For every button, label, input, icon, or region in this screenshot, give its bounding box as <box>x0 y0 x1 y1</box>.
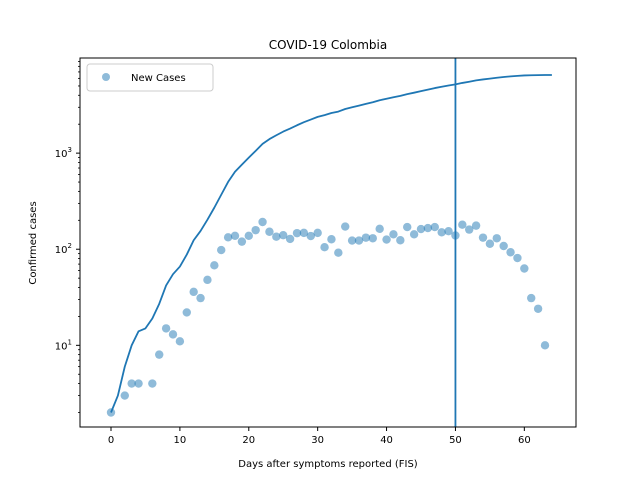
scatter-point <box>430 222 439 232</box>
scatter-point <box>237 237 247 246</box>
scatter-point <box>540 341 550 350</box>
plot-frame <box>79 57 577 428</box>
scatter-point <box>285 234 295 244</box>
scatter-point <box>533 304 543 313</box>
scatter-point <box>382 235 391 244</box>
scatter-point <box>458 220 467 229</box>
scatter-point <box>444 227 453 236</box>
scatter-point <box>361 233 371 242</box>
legend-box <box>86 63 214 92</box>
scatter-point <box>513 253 522 263</box>
scatter-point <box>175 337 185 346</box>
scatter-point <box>327 235 336 244</box>
scatter-point <box>134 379 143 388</box>
scatter-point <box>292 228 302 238</box>
chart-title: COVID-19 Colombia <box>269 38 387 52</box>
legend-marker-new-cases <box>102 73 110 81</box>
x-tick-label: 20 <box>242 435 255 446</box>
scatter-point <box>465 225 474 234</box>
x-tick-label: 50 <box>449 435 462 446</box>
scatter-point <box>499 241 508 251</box>
scatter-point <box>492 234 501 243</box>
scatter-point <box>306 231 315 241</box>
scatter-point <box>527 293 536 303</box>
legend: New Cases <box>86 63 214 92</box>
scatter-point <box>189 287 198 297</box>
scatter-point <box>389 230 398 239</box>
scatter-point <box>161 324 171 333</box>
scatter-point <box>258 217 267 227</box>
scatter-point <box>471 221 481 230</box>
scatter-point <box>368 234 377 243</box>
scatter-point <box>485 239 495 248</box>
scatter-point <box>375 224 384 234</box>
scatter-point <box>251 225 260 235</box>
legend-label-new-cases: New Cases <box>131 73 186 84</box>
y-tick-label: 102 <box>55 242 72 256</box>
scatter-point <box>120 391 129 400</box>
scatter-point <box>272 232 281 241</box>
scatter-point <box>217 245 226 255</box>
scatter-point <box>127 379 136 388</box>
cumulative-line <box>110 74 552 413</box>
scatter-point <box>320 242 329 252</box>
scatter-point <box>148 379 157 388</box>
scatter-point <box>403 222 412 232</box>
scatter-point <box>203 275 212 285</box>
axes: 0 10 20 30 40 50 60 101 102 103 <box>55 57 577 446</box>
x-tick-label: 0 <box>108 435 114 446</box>
scatter-point <box>437 228 446 237</box>
scatter-point <box>423 223 433 233</box>
scatter-point <box>347 236 357 245</box>
scatter-point <box>478 233 488 242</box>
scatter-point <box>334 248 343 257</box>
x-axis-label: Days after symptoms reported (FIS) <box>238 459 418 470</box>
scatter-point <box>416 224 426 234</box>
scatter-point <box>230 231 240 240</box>
scatter-point <box>182 308 191 317</box>
scatter-point <box>155 350 164 359</box>
scatter-point <box>409 230 419 239</box>
scatter-point <box>313 228 322 238</box>
y-tick-label: 103 <box>55 146 72 160</box>
scatter-point <box>354 236 364 245</box>
scatter-point <box>168 330 178 339</box>
scatter-point <box>223 233 233 242</box>
chart-marks <box>106 58 552 427</box>
x-tick-label: 60 <box>518 435 531 446</box>
scatter-point <box>341 222 350 231</box>
y-tick-label: 101 <box>55 338 72 352</box>
scatter-point <box>196 293 205 303</box>
x-tick-label: 30 <box>311 435 324 446</box>
x-tick-label: 40 <box>380 435 393 446</box>
plot-marks-group <box>106 58 552 427</box>
scatter-point <box>299 228 309 238</box>
y-axis-label: Confirmed cases <box>28 201 39 284</box>
scatter-point <box>279 230 288 240</box>
scatter-point <box>210 261 219 270</box>
scatter-point <box>520 264 529 273</box>
scatter-point <box>265 227 274 236</box>
scatter-point <box>396 236 405 245</box>
scatter-point <box>506 248 515 257</box>
x-tick-label: 10 <box>174 435 187 446</box>
scatter-point <box>244 231 253 240</box>
